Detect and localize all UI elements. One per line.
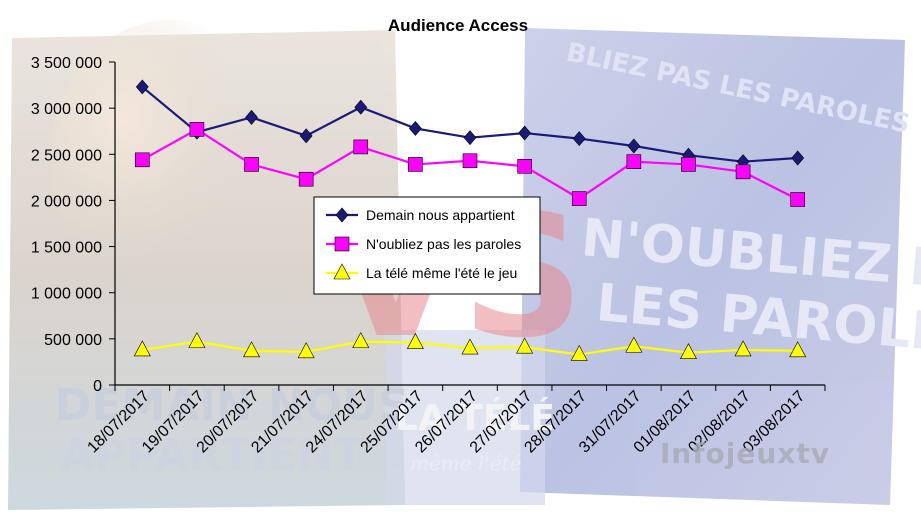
data-point [571, 191, 587, 206]
data-point [297, 342, 315, 359]
data-point [679, 343, 697, 360]
data-point [625, 336, 643, 353]
data-point [570, 344, 588, 361]
y-tick-label: 3 500 000 [31, 55, 102, 72]
y-tick-label: 500 000 [44, 332, 102, 349]
data-point [735, 164, 751, 180]
site-watermark: Infojeuxtv [660, 437, 830, 470]
data-point [462, 153, 478, 169]
series-3 [133, 331, 807, 361]
legend-swatch-marker [335, 207, 349, 223]
y-tick-label: 0 [93, 378, 102, 395]
legend: Demain nous appartient N'oubliez pas les … [313, 196, 541, 295]
data-point [463, 130, 477, 146]
center-show-watermark-line1: LA TÉLÉ [395, 397, 555, 439]
y-tick-label: 1 500 000 [31, 240, 102, 257]
data-point [299, 128, 313, 144]
data-point [189, 122, 205, 137]
chart-title: Audience Access [388, 16, 528, 35]
data-point [133, 340, 151, 357]
center-show-watermark-line2: même l'été [410, 451, 522, 475]
data-point [354, 99, 368, 115]
data-point [572, 131, 586, 147]
data-point [135, 152, 150, 168]
series-2 [135, 122, 805, 207]
data-point [352, 331, 370, 348]
data-point [791, 150, 805, 166]
y-axis-ticks: 0 500 000 1 000 000 1 500 000 2 000 000 2 500… [31, 55, 115, 395]
data-point [734, 340, 752, 357]
legend-items: Demain nous appartient N'oubliez pas les … [326, 207, 521, 281]
y-tick-label: 1 000 000 [31, 286, 102, 303]
center-show-poster [385, 330, 545, 505]
data-point [518, 125, 532, 141]
data-point [245, 109, 258, 125]
data-point [243, 341, 261, 358]
data-point [789, 341, 807, 358]
data-point [408, 120, 422, 136]
left-poster-figure [50, 20, 290, 300]
legend-label: La télé même l'été le jeu [366, 265, 517, 281]
data-point [298, 171, 314, 187]
legend-swatch-marker [334, 236, 350, 252]
y-tick-label: 2 000 000 [31, 193, 102, 210]
right-show-poster [520, 28, 905, 505]
data-point [408, 157, 423, 172]
data-point [681, 157, 696, 172]
data-point [790, 192, 805, 207]
legend-label: N'oubliez pas les paroles [366, 236, 521, 252]
data-point [516, 337, 534, 354]
y-tick-label: 3 000 000 [31, 101, 102, 118]
data-point [461, 338, 479, 355]
series-group [133, 79, 807, 361]
data-point [188, 331, 206, 348]
legend-box [313, 196, 541, 295]
left-show-watermark-line2: APPARTIENT [60, 430, 364, 481]
left-show-watermark-line1: DEMAIN NOUS [55, 380, 410, 431]
legend-label: Demain nous appartient [366, 207, 515, 223]
legend-swatch-marker [333, 263, 351, 280]
data-point [517, 158, 532, 174]
data-point [244, 157, 259, 172]
data-point [353, 139, 369, 155]
y-tick-label: 2 500 000 [31, 147, 102, 164]
data-point [135, 79, 149, 95]
data-point [406, 332, 424, 349]
data-point [627, 138, 641, 154]
data-point [626, 154, 642, 169]
